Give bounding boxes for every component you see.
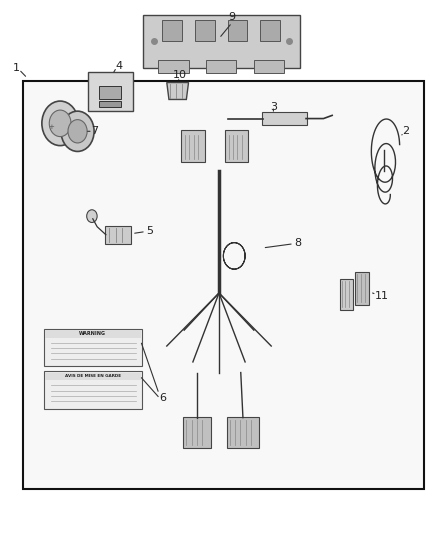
FancyBboxPatch shape	[158, 60, 188, 73]
Text: 9: 9	[229, 12, 236, 22]
FancyBboxPatch shape	[44, 371, 142, 409]
FancyBboxPatch shape	[355, 272, 369, 305]
FancyBboxPatch shape	[45, 373, 141, 381]
Text: 7: 7	[92, 126, 99, 136]
FancyBboxPatch shape	[225, 130, 248, 161]
FancyBboxPatch shape	[23, 81, 424, 489]
FancyBboxPatch shape	[99, 101, 121, 108]
Text: 10: 10	[173, 70, 187, 79]
Text: 8: 8	[294, 238, 301, 248]
FancyBboxPatch shape	[254, 60, 284, 73]
FancyBboxPatch shape	[184, 417, 211, 448]
Text: 11: 11	[375, 290, 389, 301]
FancyBboxPatch shape	[206, 60, 237, 73]
Text: 2: 2	[403, 126, 410, 136]
FancyBboxPatch shape	[105, 225, 131, 244]
FancyBboxPatch shape	[340, 279, 353, 310]
Text: WARNING: WARNING	[79, 332, 106, 336]
Circle shape	[42, 101, 78, 146]
FancyBboxPatch shape	[88, 72, 133, 111]
FancyBboxPatch shape	[45, 330, 141, 338]
Circle shape	[68, 119, 87, 143]
FancyBboxPatch shape	[181, 130, 205, 161]
FancyBboxPatch shape	[143, 14, 300, 68]
FancyBboxPatch shape	[44, 328, 142, 366]
Polygon shape	[167, 83, 188, 100]
Circle shape	[87, 210, 97, 222]
FancyBboxPatch shape	[228, 20, 247, 41]
Text: +: +	[49, 124, 54, 130]
Text: 3: 3	[270, 102, 277, 112]
FancyBboxPatch shape	[162, 20, 182, 41]
Text: AVIS DE MISE EN GARDE: AVIS DE MISE EN GARDE	[65, 374, 121, 378]
FancyBboxPatch shape	[260, 20, 280, 41]
FancyBboxPatch shape	[99, 86, 121, 100]
Circle shape	[61, 111, 94, 151]
Circle shape	[49, 110, 71, 136]
Text: 1: 1	[13, 63, 20, 72]
FancyBboxPatch shape	[195, 20, 215, 41]
Text: 5: 5	[146, 226, 153, 236]
Text: 6: 6	[159, 393, 166, 403]
FancyBboxPatch shape	[227, 417, 259, 448]
FancyBboxPatch shape	[261, 112, 307, 125]
Text: 4: 4	[115, 61, 123, 71]
